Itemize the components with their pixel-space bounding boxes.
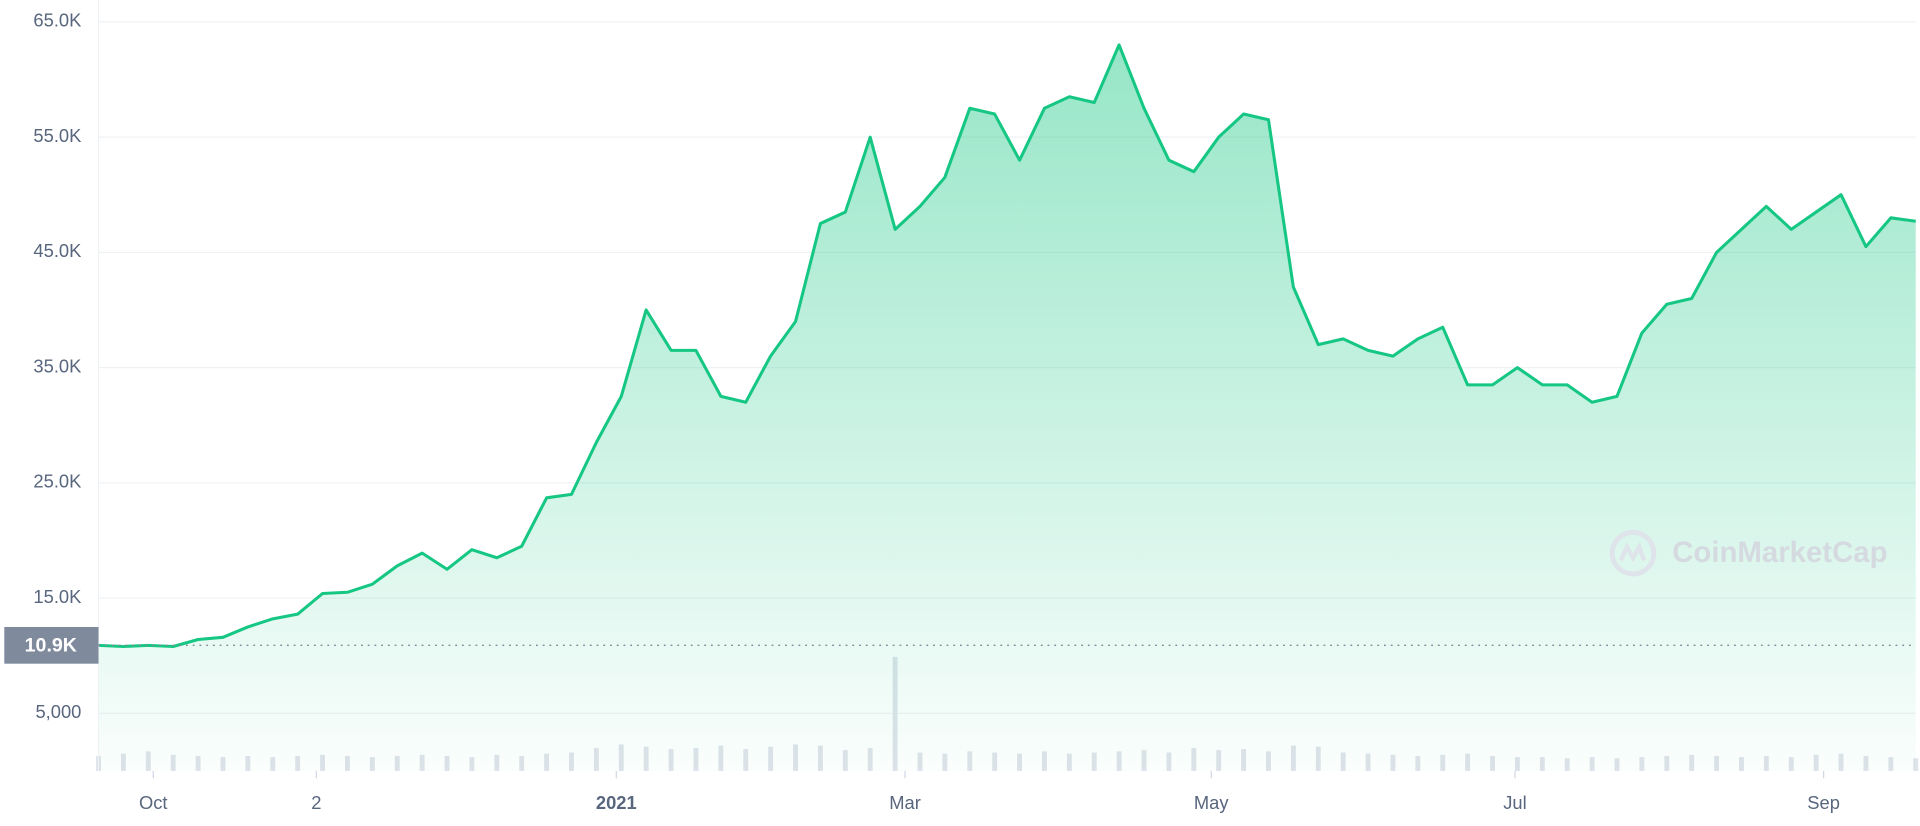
y-tick-label: 35.0K: [33, 355, 82, 376]
y-tick-label: 25.0K: [33, 471, 82, 492]
watermark-logo: [1609, 529, 1657, 577]
x-tick-label: Jul: [1503, 792, 1526, 813]
watermark-text: CoinMarketCap: [1672, 536, 1887, 569]
y-tick-label: 65.0K: [33, 10, 82, 31]
x-tick-label: 2021: [596, 792, 637, 813]
y-tick-label: 45.0K: [33, 240, 82, 261]
x-tick-label: 2: [311, 792, 321, 813]
x-tick-label: May: [1194, 792, 1229, 813]
y-tick-label: 55.0K: [33, 125, 82, 146]
x-tick-label: Sep: [1807, 792, 1840, 813]
price-line: [98, 43, 1916, 649]
y-tick-label: 15.0K: [33, 586, 82, 607]
area-fill: [98, 44, 1916, 771]
watermark-logo-m: [1618, 541, 1647, 563]
x-tick-label: Mar: [889, 792, 921, 813]
baseline-label: 10.9K: [25, 635, 77, 657]
watermark: CoinMarketCap: [1609, 529, 1888, 577]
x-tick-label: Oct: [139, 792, 168, 813]
baseline: 10.9K: [4, 626, 1916, 664]
price-area: [98, 43, 1916, 771]
axes: 5,000 15.0K 25.0K 35.0K 45.0K 55.0K 65.0K Oct 2 2…: [33, 10, 1839, 813]
baseline-box: [4, 626, 99, 664]
y-tick-label: 5,000: [35, 701, 81, 722]
